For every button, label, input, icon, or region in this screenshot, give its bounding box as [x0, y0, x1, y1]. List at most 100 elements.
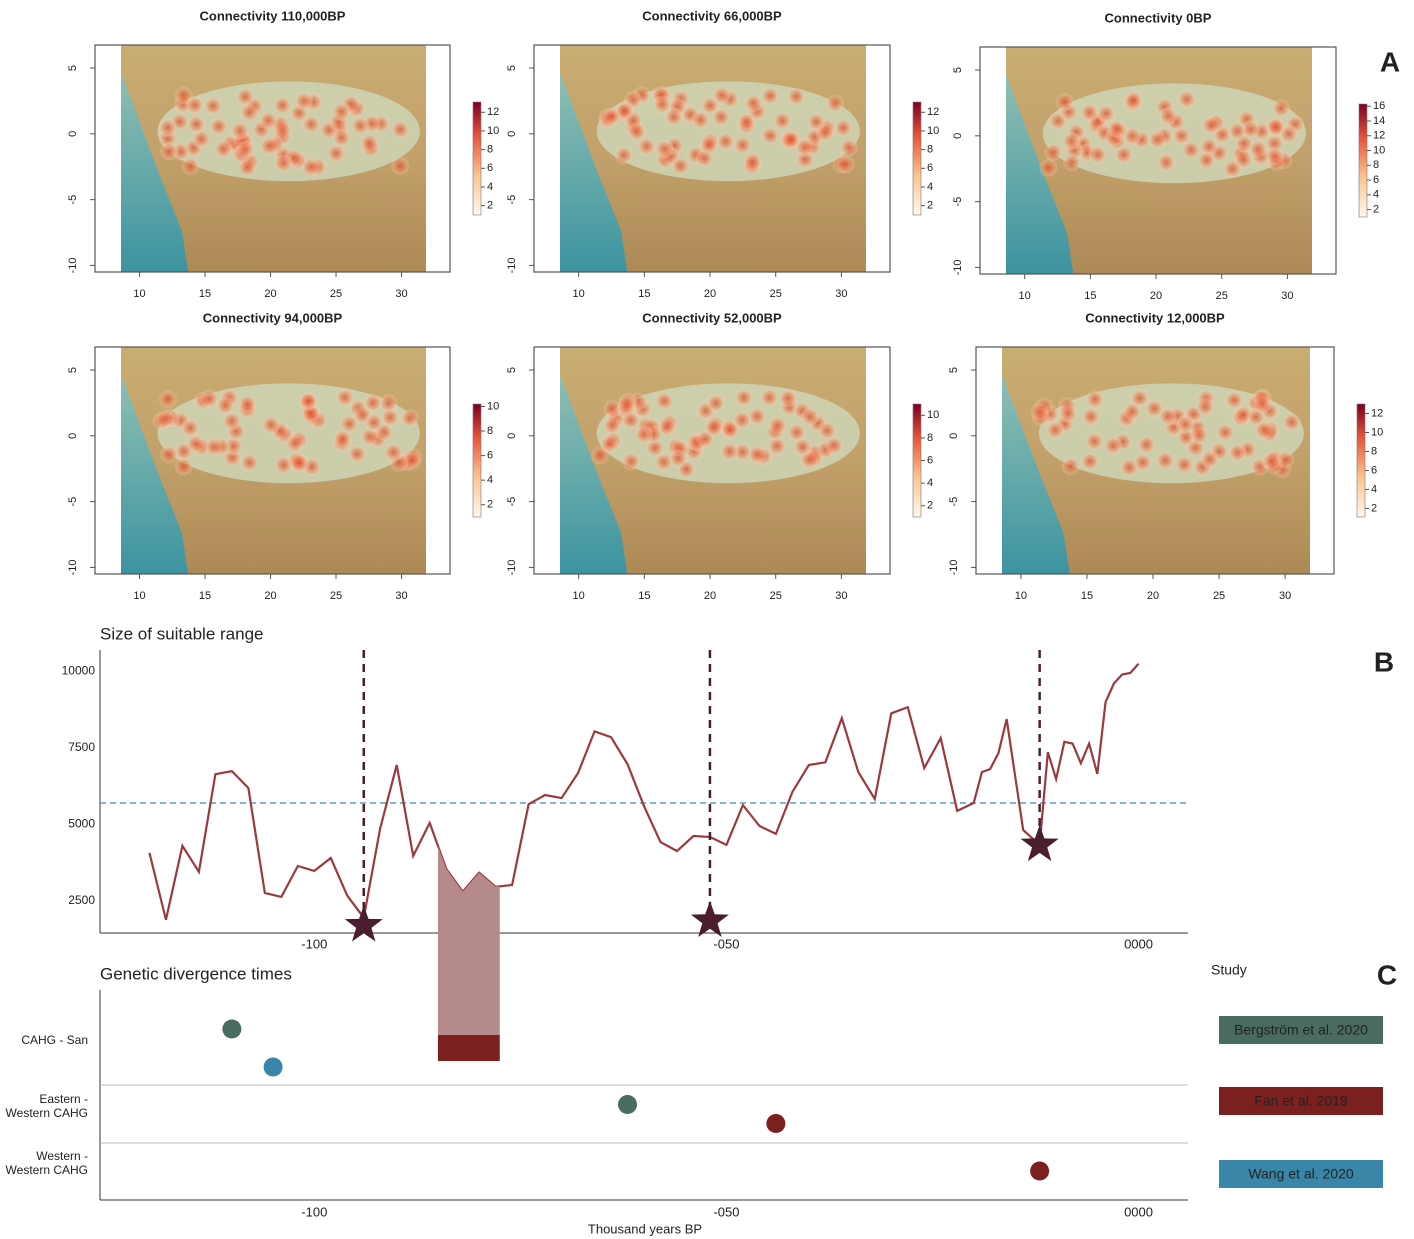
- heat-blob: [174, 457, 193, 476]
- x-tick-label: 30: [1281, 290, 1293, 302]
- map-frame: [94, 44, 451, 273]
- heat-blob: [733, 136, 752, 155]
- heat-blob: [204, 97, 223, 116]
- heat-blob: [327, 144, 346, 163]
- heat-blob: [721, 420, 740, 439]
- heat-blob: [160, 445, 179, 464]
- x-tick-label: 15: [638, 590, 650, 602]
- colorbar-tick-label: 12: [1371, 407, 1383, 419]
- heat-blob: [614, 146, 633, 165]
- heat-blob: [1199, 137, 1218, 156]
- y-tick-label: 5: [952, 67, 964, 73]
- heat-blob: [603, 416, 622, 435]
- heat-blob: [200, 389, 219, 408]
- x-tick-label: 25: [330, 590, 342, 602]
- heat-blob: [158, 118, 177, 137]
- heat-blob: [720, 442, 739, 461]
- heat-blob: [654, 453, 673, 472]
- heat-blob: [773, 111, 792, 130]
- x-tick-label: 25: [770, 288, 782, 300]
- heat-blob: [779, 389, 798, 408]
- heat-blob: [818, 421, 837, 440]
- x-tick-label: 0000: [1124, 936, 1153, 951]
- legend-swatch: [1219, 1087, 1383, 1115]
- x-tick-label: 30: [1279, 590, 1291, 602]
- heat-blob: [1114, 145, 1133, 164]
- heat-blob: [1190, 426, 1209, 445]
- x-tick-label: 15: [199, 590, 211, 602]
- heat-blob: [340, 414, 359, 433]
- heat-blob: [1124, 90, 1143, 109]
- heat-blob: [696, 430, 715, 449]
- heat-blob: [236, 87, 255, 106]
- heat-blob: [204, 438, 223, 457]
- heat-blob: [1130, 389, 1149, 408]
- heat-blob: [260, 137, 279, 156]
- x-tick-label: 10: [133, 590, 145, 602]
- x-tick-label: 20: [704, 288, 716, 300]
- heat-blob: [1176, 415, 1195, 434]
- y-tick-label: -5: [67, 195, 79, 205]
- heat-blob: [222, 412, 241, 431]
- heat-blob: [381, 408, 400, 427]
- heat-blob: [795, 138, 814, 157]
- heat-blob: [1085, 390, 1104, 409]
- y-tick-label: 7500: [68, 740, 95, 754]
- heat-blob: [1196, 397, 1215, 416]
- map-sea: [1006, 74, 1074, 275]
- x-tick-label: -050: [713, 1204, 739, 1219]
- event-star: [344, 905, 383, 942]
- x-tick-label: 30: [835, 590, 847, 602]
- heat-blob: [1133, 453, 1152, 472]
- heat-blob: [230, 121, 249, 140]
- x-tick-label: 10: [573, 590, 585, 602]
- colorbar-tick-label: 2: [927, 200, 933, 212]
- x-axis-title: Thousand years BP: [588, 1221, 702, 1236]
- heat-blob: [691, 110, 710, 129]
- heat-blob: [1254, 420, 1273, 439]
- heat-blob: [657, 418, 676, 437]
- heat-blob: [787, 423, 806, 442]
- heat-blob: [1061, 457, 1080, 476]
- dot: [618, 1095, 638, 1114]
- event-star: [1020, 824, 1059, 862]
- y-tick-label: Western - Western CAHG: [5, 1149, 88, 1177]
- map-frame: [975, 346, 1335, 575]
- heat-blob: [1044, 143, 1063, 162]
- heat-blob: [737, 112, 756, 131]
- heat-blob: [1120, 458, 1139, 477]
- heat-blob: [335, 388, 354, 407]
- x-tick-label: -050: [713, 936, 739, 951]
- x-tick-label: 0000: [1124, 1204, 1153, 1219]
- heat-blob: [364, 413, 383, 432]
- x-tick-label: 25: [1216, 290, 1228, 302]
- y-tick-label: 0: [67, 131, 79, 137]
- colorbar-tick-label: 6: [487, 162, 493, 174]
- heat-blob: [768, 416, 787, 435]
- heat-blob: [793, 437, 812, 456]
- x-tick-label: 20: [1147, 590, 1159, 602]
- heat-blob: [1030, 402, 1049, 421]
- heat-blob: [761, 86, 780, 105]
- heat-blob: [1157, 153, 1176, 172]
- heat-blob: [1080, 103, 1099, 122]
- heat-blob: [622, 452, 641, 471]
- colorbar-tick-label: 4: [1371, 483, 1377, 495]
- heat-blob: [615, 101, 634, 120]
- heat-blob: [214, 140, 233, 159]
- heat-blob: [1097, 104, 1116, 123]
- heat-blob: [209, 117, 228, 136]
- heat-blob: [360, 133, 379, 152]
- heat-blob: [384, 443, 403, 462]
- y-tick-label: -10: [952, 259, 964, 275]
- heat-blob: [1049, 112, 1068, 131]
- colorbar: [912, 403, 922, 518]
- map-frame: [533, 44, 891, 273]
- heat-blob: [1172, 126, 1191, 145]
- colorbar-tick-label: 4: [927, 477, 933, 489]
- heat-blob: [733, 442, 752, 461]
- heat-blob: [1059, 404, 1078, 423]
- heat-blob: [701, 96, 720, 115]
- map-frame: [533, 346, 891, 575]
- x-tick-label: 25: [770, 590, 782, 602]
